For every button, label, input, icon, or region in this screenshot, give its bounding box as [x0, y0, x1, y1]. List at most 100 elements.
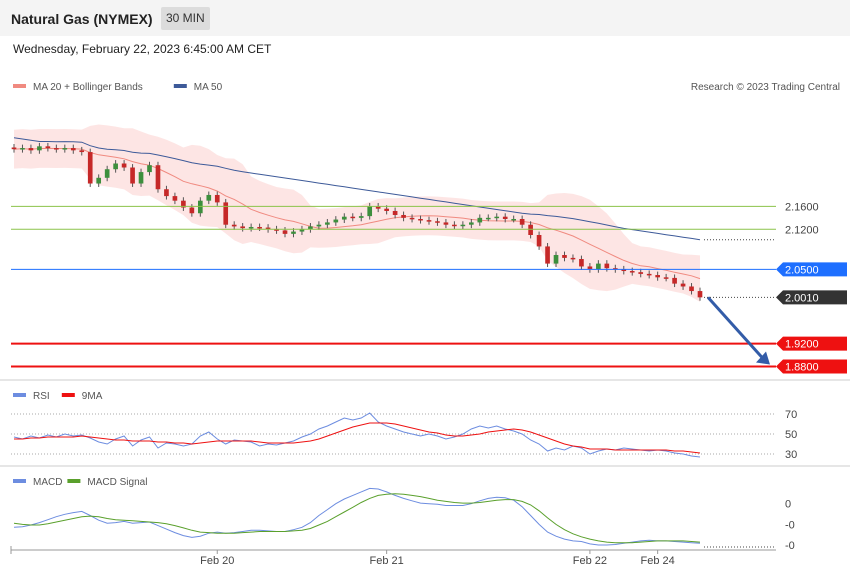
rsi-line	[13, 412, 701, 458]
bollinger-band	[14, 124, 700, 302]
ma50-line	[13, 137, 701, 241]
candle-body	[570, 257, 576, 260]
candle-body	[435, 221, 440, 223]
candle-body	[240, 226, 245, 229]
rsi-tick-0: 70	[785, 409, 797, 421]
rsi-ma9-line	[14, 422, 701, 454]
candle-body	[689, 286, 694, 292]
candle-body	[181, 200, 186, 208]
candle-body	[511, 218, 517, 221]
macd-line	[13, 487, 701, 546]
candle-body	[358, 216, 364, 218]
candle-body	[553, 255, 559, 264]
candle-body	[452, 224, 457, 227]
legend-swatch	[13, 479, 26, 483]
candle-body	[629, 271, 635, 273]
candle-body	[528, 224, 533, 235]
legend-swatch	[61, 393, 75, 397]
candle-body	[28, 148, 34, 151]
legend-item-1: MACD Signal	[87, 477, 147, 488]
instrument-title: Natural Gas (NYMEX)	[11, 11, 153, 27]
legend-swatch	[67, 479, 81, 483]
candle-body	[79, 150, 85, 153]
candle-body	[20, 148, 25, 150]
candle-body	[392, 210, 398, 215]
x-tick-label-0: Feb 20	[200, 555, 234, 567]
candle-body	[121, 163, 127, 168]
level-label-1: 2.1200	[785, 224, 819, 236]
forecast-arrow-shaft	[706, 296, 766, 361]
candle-body	[130, 167, 135, 184]
candle-body	[206, 194, 212, 201]
level-label-0: 2.1600	[785, 201, 819, 213]
candle-body	[426, 220, 432, 222]
candle-body	[477, 217, 483, 223]
timeframe-badge[interactable]: 30 MIN	[161, 7, 210, 30]
x-tick-label-1: Feb 21	[370, 555, 404, 567]
legend-swatch	[173, 84, 187, 88]
candle-body	[485, 217, 491, 220]
candle-body	[596, 263, 601, 270]
legend-item-1: MA 50	[194, 82, 223, 93]
candle-body	[587, 266, 593, 270]
level-label-2: 2.0500	[785, 264, 819, 276]
candle-body	[62, 148, 68, 150]
level-tag-2	[776, 262, 847, 277]
candle-body	[70, 148, 76, 151]
ma20-line	[13, 147, 701, 280]
macd-tick-2: -0	[785, 540, 795, 552]
candle-body	[197, 200, 203, 214]
candle-body	[308, 226, 313, 230]
candle-body	[325, 222, 330, 225]
candle-body	[672, 277, 677, 284]
level-label-5: 1.8800	[785, 362, 819, 374]
candle-body	[155, 165, 161, 190]
candle-body	[350, 216, 356, 219]
candle-body	[147, 165, 152, 173]
candle-body	[274, 229, 279, 231]
candle-body	[655, 275, 660, 278]
candle-body	[418, 218, 423, 221]
candle-body	[333, 219, 339, 223]
legend-item-1: 9MA	[82, 391, 103, 402]
candle-body	[460, 224, 466, 227]
source-credit: Research © 2023 Trading Central	[691, 82, 840, 93]
candle-body	[638, 272, 644, 274]
current-price-tag	[776, 290, 847, 305]
candle-body	[257, 226, 262, 229]
level-label-4: 1.9200	[785, 339, 819, 351]
candle-body	[519, 218, 525, 225]
rsi-tick-1: 50	[785, 429, 797, 441]
candle-body	[409, 217, 415, 220]
candle-body	[367, 206, 373, 217]
candle-body	[443, 222, 449, 225]
legend-item-0: MA 20 + Bollinger Bands	[33, 82, 143, 93]
legend-swatch	[13, 84, 26, 88]
candle-body	[579, 259, 584, 267]
candle-body	[299, 229, 305, 232]
macd-tick-1: -0	[785, 519, 795, 531]
candle-body	[164, 189, 169, 197]
candle-body	[282, 230, 288, 234]
candle-body	[536, 235, 542, 247]
candle-body	[697, 291, 703, 298]
candle-body	[562, 255, 567, 258]
candle-body	[96, 177, 102, 184]
candle-body	[172, 196, 178, 201]
chart-datetime: Wednesday, February 22, 2023 6:45:00 AM …	[13, 42, 272, 56]
candle-body	[341, 216, 347, 220]
candle-body	[604, 263, 610, 269]
candle-body	[316, 224, 322, 227]
level-tag-5	[776, 359, 847, 374]
legend-swatch	[13, 393, 26, 397]
candle-body	[663, 277, 669, 279]
level-tag-4	[776, 336, 847, 351]
candle-body	[104, 169, 110, 178]
candle-body	[223, 202, 229, 225]
candle-body	[291, 231, 296, 234]
candle-body	[621, 269, 627, 272]
current-price-label: 2.0010	[785, 292, 819, 304]
candle-body	[265, 227, 271, 230]
candle-body	[214, 194, 220, 203]
